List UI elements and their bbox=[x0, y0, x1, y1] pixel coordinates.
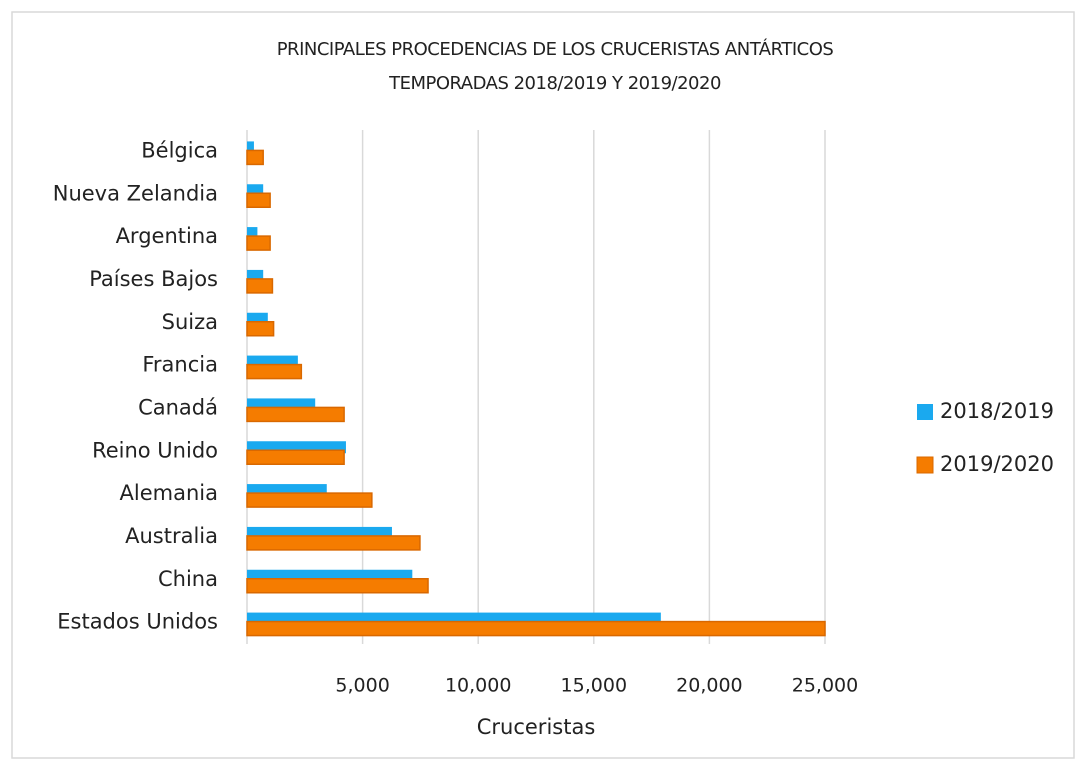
y-tick-label: Canadá bbox=[138, 395, 218, 419]
bar bbox=[246, 449, 345, 465]
x-tick-label: 10,000 bbox=[445, 675, 511, 697]
y-tick-label: Alemania bbox=[120, 481, 218, 505]
y-tick-label: Reino Unido bbox=[92, 438, 218, 462]
x-tick-label: 20,000 bbox=[676, 675, 742, 697]
bar bbox=[246, 192, 271, 208]
bar bbox=[246, 363, 303, 380]
bar bbox=[246, 492, 373, 508]
y-tick-label: Suiza bbox=[162, 310, 218, 334]
y-tick-label: Australia bbox=[125, 524, 218, 548]
x-tick-label: 5,000 bbox=[335, 675, 389, 697]
bar bbox=[246, 149, 264, 166]
bar bbox=[246, 235, 271, 251]
bar bbox=[246, 406, 345, 423]
bar bbox=[246, 620, 826, 637]
bar bbox=[247, 227, 258, 240]
legend-label: 2018/2019 bbox=[940, 399, 1054, 423]
legend-swatch bbox=[917, 404, 933, 420]
y-tick-label: Argentina bbox=[116, 224, 218, 248]
x-tick-label: 15,000 bbox=[561, 675, 627, 697]
bar bbox=[246, 278, 274, 294]
x-axis-label: Cruceristas bbox=[477, 715, 596, 739]
y-tick-label: Países Bajos bbox=[89, 267, 218, 291]
legend-swatch bbox=[916, 456, 934, 474]
bar bbox=[247, 141, 254, 154]
chart-subtitle: TEMPORADAS 2018/2019 Y 2019/2020 bbox=[388, 73, 721, 94]
y-tick-label: Estados Unidos bbox=[57, 610, 218, 634]
bar bbox=[246, 321, 275, 337]
y-tick-label: China bbox=[158, 567, 218, 591]
y-tick-label: Nueva Zelandia bbox=[53, 181, 218, 205]
bar bbox=[246, 578, 429, 594]
chart-frame bbox=[11, 11, 1075, 759]
legend-label: 2019/2020 bbox=[940, 452, 1054, 476]
bar bbox=[246, 535, 421, 551]
y-tick-label: Francia bbox=[142, 353, 218, 377]
chart-title: PRINCIPALES PROCEDENCIAS DE LOS CRUCERIS… bbox=[277, 38, 834, 60]
y-tick-label: Bélgica bbox=[141, 138, 218, 162]
x-tick-label: 25,000 bbox=[792, 675, 858, 697]
